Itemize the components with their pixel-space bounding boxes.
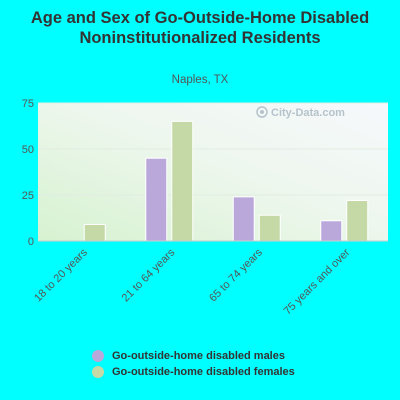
legend-swatch-males <box>92 350 104 362</box>
legend-label-males: Go-outside-home disabled males <box>112 350 285 362</box>
y-tick-label: 0 <box>28 236 34 248</box>
y-tick-label: 75 <box>22 98 34 110</box>
bar-males <box>145 157 168 242</box>
chart-subtitle: Naples, TX <box>171 74 229 86</box>
legend-item-females: Go-outside-home disabled females <box>92 364 295 380</box>
x-tick-label: 75 years and over <box>282 246 353 317</box>
chart-title: Age and Sex of Go-Outside-Home Disabled … <box>30 9 370 47</box>
y-tick-label: 50 <box>22 144 34 156</box>
legend: Go-outside-home disabled males Go-outsid… <box>92 348 295 380</box>
legend-swatch-females <box>92 366 104 378</box>
bar-females <box>171 120 194 242</box>
watermark: City-Data.com <box>256 106 345 119</box>
watermark-text: City-Data.com <box>271 107 345 119</box>
y-tick-label: 25 <box>22 190 34 202</box>
bar-females <box>346 200 369 242</box>
legend-label-females: Go-outside-home disabled females <box>112 366 295 378</box>
x-tick-label: 21 to 64 years <box>120 246 178 304</box>
bar-males <box>320 220 343 242</box>
bar-females <box>83 223 106 242</box>
x-tick-label: 18 to 20 years <box>32 246 90 304</box>
x-tick-label: 65 to 74 years <box>207 246 265 304</box>
bar-females <box>258 214 281 242</box>
legend-item-males: Go-outside-home disabled males <box>92 348 295 364</box>
bar-males <box>232 196 255 242</box>
plot-background <box>38 103 388 241</box>
